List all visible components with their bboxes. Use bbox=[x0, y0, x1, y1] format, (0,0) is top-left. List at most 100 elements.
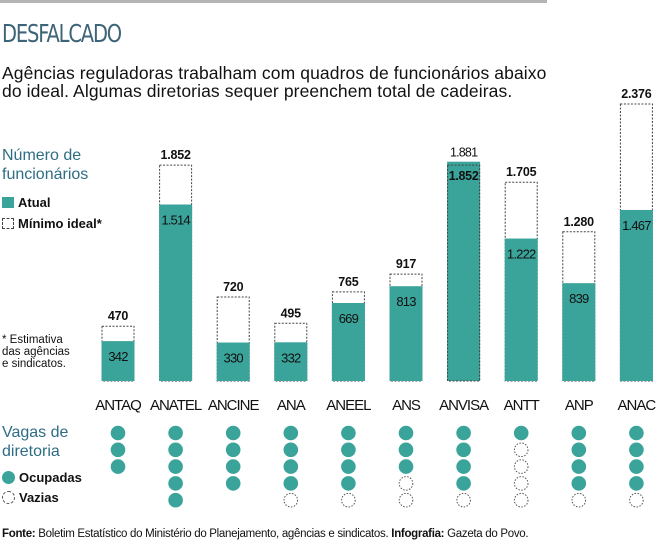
source-label: Fonte: bbox=[2, 528, 36, 540]
seat-occupied-anac bbox=[629, 459, 644, 474]
ideal-label-anvisa: 1.852 bbox=[449, 169, 479, 183]
seat-empty-anp bbox=[571, 492, 587, 508]
staff-section-label: Número de funcionários bbox=[2, 146, 88, 184]
seat-empty-antt bbox=[513, 459, 529, 474]
credit-text: Gazeta do Povo. bbox=[447, 528, 529, 540]
seat-occupied-ans bbox=[398, 425, 414, 441]
estimate-note-line-3: e sindicatos. bbox=[2, 358, 66, 370]
ideal-label-anatel: 1.852 bbox=[160, 148, 191, 162]
seat-occupied-anp bbox=[571, 442, 587, 458]
actual-bar-aneel bbox=[331, 303, 365, 381]
seat-occupied-ana bbox=[283, 476, 299, 491]
category-label-ana: ANA bbox=[277, 397, 306, 414]
ideal-label-ancine: 720 bbox=[223, 280, 244, 294]
category-label-aneel: ANEEL bbox=[326, 397, 371, 414]
actual-bar-anvisa bbox=[447, 161, 481, 381]
actual-label-antaq: 342 bbox=[108, 349, 128, 364]
seat-occupied-anac bbox=[629, 476, 644, 491]
seat-occupied-ana bbox=[283, 459, 299, 474]
legend-ideal-swatch bbox=[2, 218, 14, 229]
seat-empty-ans bbox=[398, 476, 414, 491]
legend-empty: Vazias bbox=[2, 490, 59, 505]
staff-chart: 470 342 ANTAQ 1.852 1.514 ANATEL 720 330 ANCINE 4… bbox=[95, 87, 657, 508]
footer: Fonte: Boletim Estatístico do Ministério… bbox=[2, 528, 529, 540]
seat-occupied-anatel bbox=[168, 492, 183, 508]
actual-bar-anac bbox=[619, 209, 653, 381]
seat-occupied-anvisa bbox=[456, 459, 471, 474]
seat-occupied-anp bbox=[571, 425, 587, 441]
ideal-label-anp: 1.280 bbox=[564, 215, 595, 229]
seat-occupied-anp bbox=[571, 476, 587, 491]
category-label-antaq: ANTAQ bbox=[95, 397, 141, 414]
seat-occupied-ancine bbox=[225, 459, 241, 474]
subtitle-line-2: do ideal. Algumas diretorias sequer pree… bbox=[2, 81, 513, 101]
actual-label-anac: 1.467 bbox=[622, 218, 651, 233]
legend-ideal: Mínimo ideal* bbox=[2, 216, 102, 231]
actual-bar-ana bbox=[274, 342, 308, 381]
subtitle: Agências reguladoras trabalham com quadr… bbox=[2, 64, 602, 100]
legend-occupied: Ocupadas bbox=[2, 470, 82, 485]
category-label-antt: ANTT bbox=[504, 397, 540, 414]
seat-empty-anvisa bbox=[456, 492, 471, 508]
seat-empty-aneel bbox=[341, 492, 356, 508]
subtitle-line-1: Agências reguladoras trabalham com quadr… bbox=[2, 63, 547, 83]
seat-occupied-anac bbox=[629, 442, 644, 458]
seat-occupied-ancine bbox=[225, 476, 241, 491]
seats-section-label: Vagas de diretoria bbox=[2, 423, 68, 461]
seat-occupied-anatel bbox=[168, 476, 183, 491]
seat-occupied-anac bbox=[629, 425, 644, 441]
estimate-note-line-2: das agências bbox=[2, 346, 70, 358]
actual-label-anatel: 1.514 bbox=[161, 212, 190, 227]
seats-section-label-line-1: Vagas de bbox=[2, 424, 69, 441]
ideal-label-ans: 917 bbox=[396, 257, 417, 271]
seat-occupied-anvisa bbox=[456, 476, 471, 491]
category-label-anatel: ANATEL bbox=[150, 397, 202, 414]
legend-actual-label: Atual bbox=[18, 195, 51, 210]
category-label-anvisa: ANVISA bbox=[439, 397, 489, 414]
seat-empty-anac bbox=[629, 492, 644, 508]
category-label-anac: ANAC bbox=[618, 397, 657, 414]
actual-bar-ans bbox=[389, 286, 423, 381]
actual-bar-antaq bbox=[101, 341, 135, 381]
actual-label-ana: 332 bbox=[281, 350, 301, 365]
seat-empty-antt bbox=[513, 476, 529, 491]
legend-empty-label: Vazias bbox=[19, 490, 59, 505]
actual-label-aneel: 669 bbox=[339, 311, 359, 326]
seat-occupied-ans bbox=[398, 459, 414, 474]
seat-occupied-antaq bbox=[110, 442, 126, 458]
credit-label: Infografia: bbox=[391, 528, 445, 540]
legend-occupied-dot bbox=[2, 471, 15, 484]
ideal-label-anac: 2.376 bbox=[621, 87, 652, 101]
estimate-note-line-1: * Estimativa bbox=[2, 334, 63, 346]
seat-occupied-antaq bbox=[110, 425, 126, 441]
seats-section-label-line-2: diretoria bbox=[2, 443, 60, 460]
staff-section-label-line-2: funcionários bbox=[2, 166, 89, 183]
seat-empty-antt bbox=[513, 492, 529, 508]
seat-occupied-anp bbox=[571, 459, 587, 474]
staff-section-label-line-1: Número de bbox=[2, 147, 82, 164]
ideal-label-aneel: 765 bbox=[338, 275, 359, 289]
category-label-ans: ANS bbox=[392, 397, 421, 414]
actual-bar-anatel bbox=[159, 204, 193, 381]
actual-label-antt: 1.222 bbox=[507, 247, 536, 262]
source-text: Boletim Estatístico do Ministério do Pla… bbox=[38, 528, 389, 540]
category-label-anp: ANP bbox=[565, 397, 594, 414]
seat-occupied-anvisa bbox=[456, 442, 471, 458]
seat-empty-antt bbox=[513, 442, 529, 458]
actual-bar-anp bbox=[562, 283, 596, 381]
page-title: DESFALCADO bbox=[2, 19, 122, 48]
seat-occupied-aneel bbox=[341, 442, 356, 458]
actual-label-anvisa: 1.881 bbox=[450, 146, 478, 160]
ideal-label-ana: 495 bbox=[281, 306, 302, 320]
seat-occupied-ancine bbox=[225, 442, 241, 458]
seat-occupied-antaq bbox=[110, 459, 126, 474]
seat-occupied-anatel bbox=[168, 425, 183, 441]
seat-occupied-ana bbox=[283, 442, 299, 458]
ideal-outline-anvisa bbox=[447, 164, 481, 382]
actual-bar-antt bbox=[504, 238, 538, 381]
seat-occupied-antt bbox=[513, 425, 529, 441]
actual-label-anp: 839 bbox=[569, 291, 589, 306]
ideal-label-antaq: 470 bbox=[108, 309, 129, 323]
actual-bar-ancine bbox=[216, 342, 250, 381]
seat-occupied-aneel bbox=[341, 476, 356, 491]
